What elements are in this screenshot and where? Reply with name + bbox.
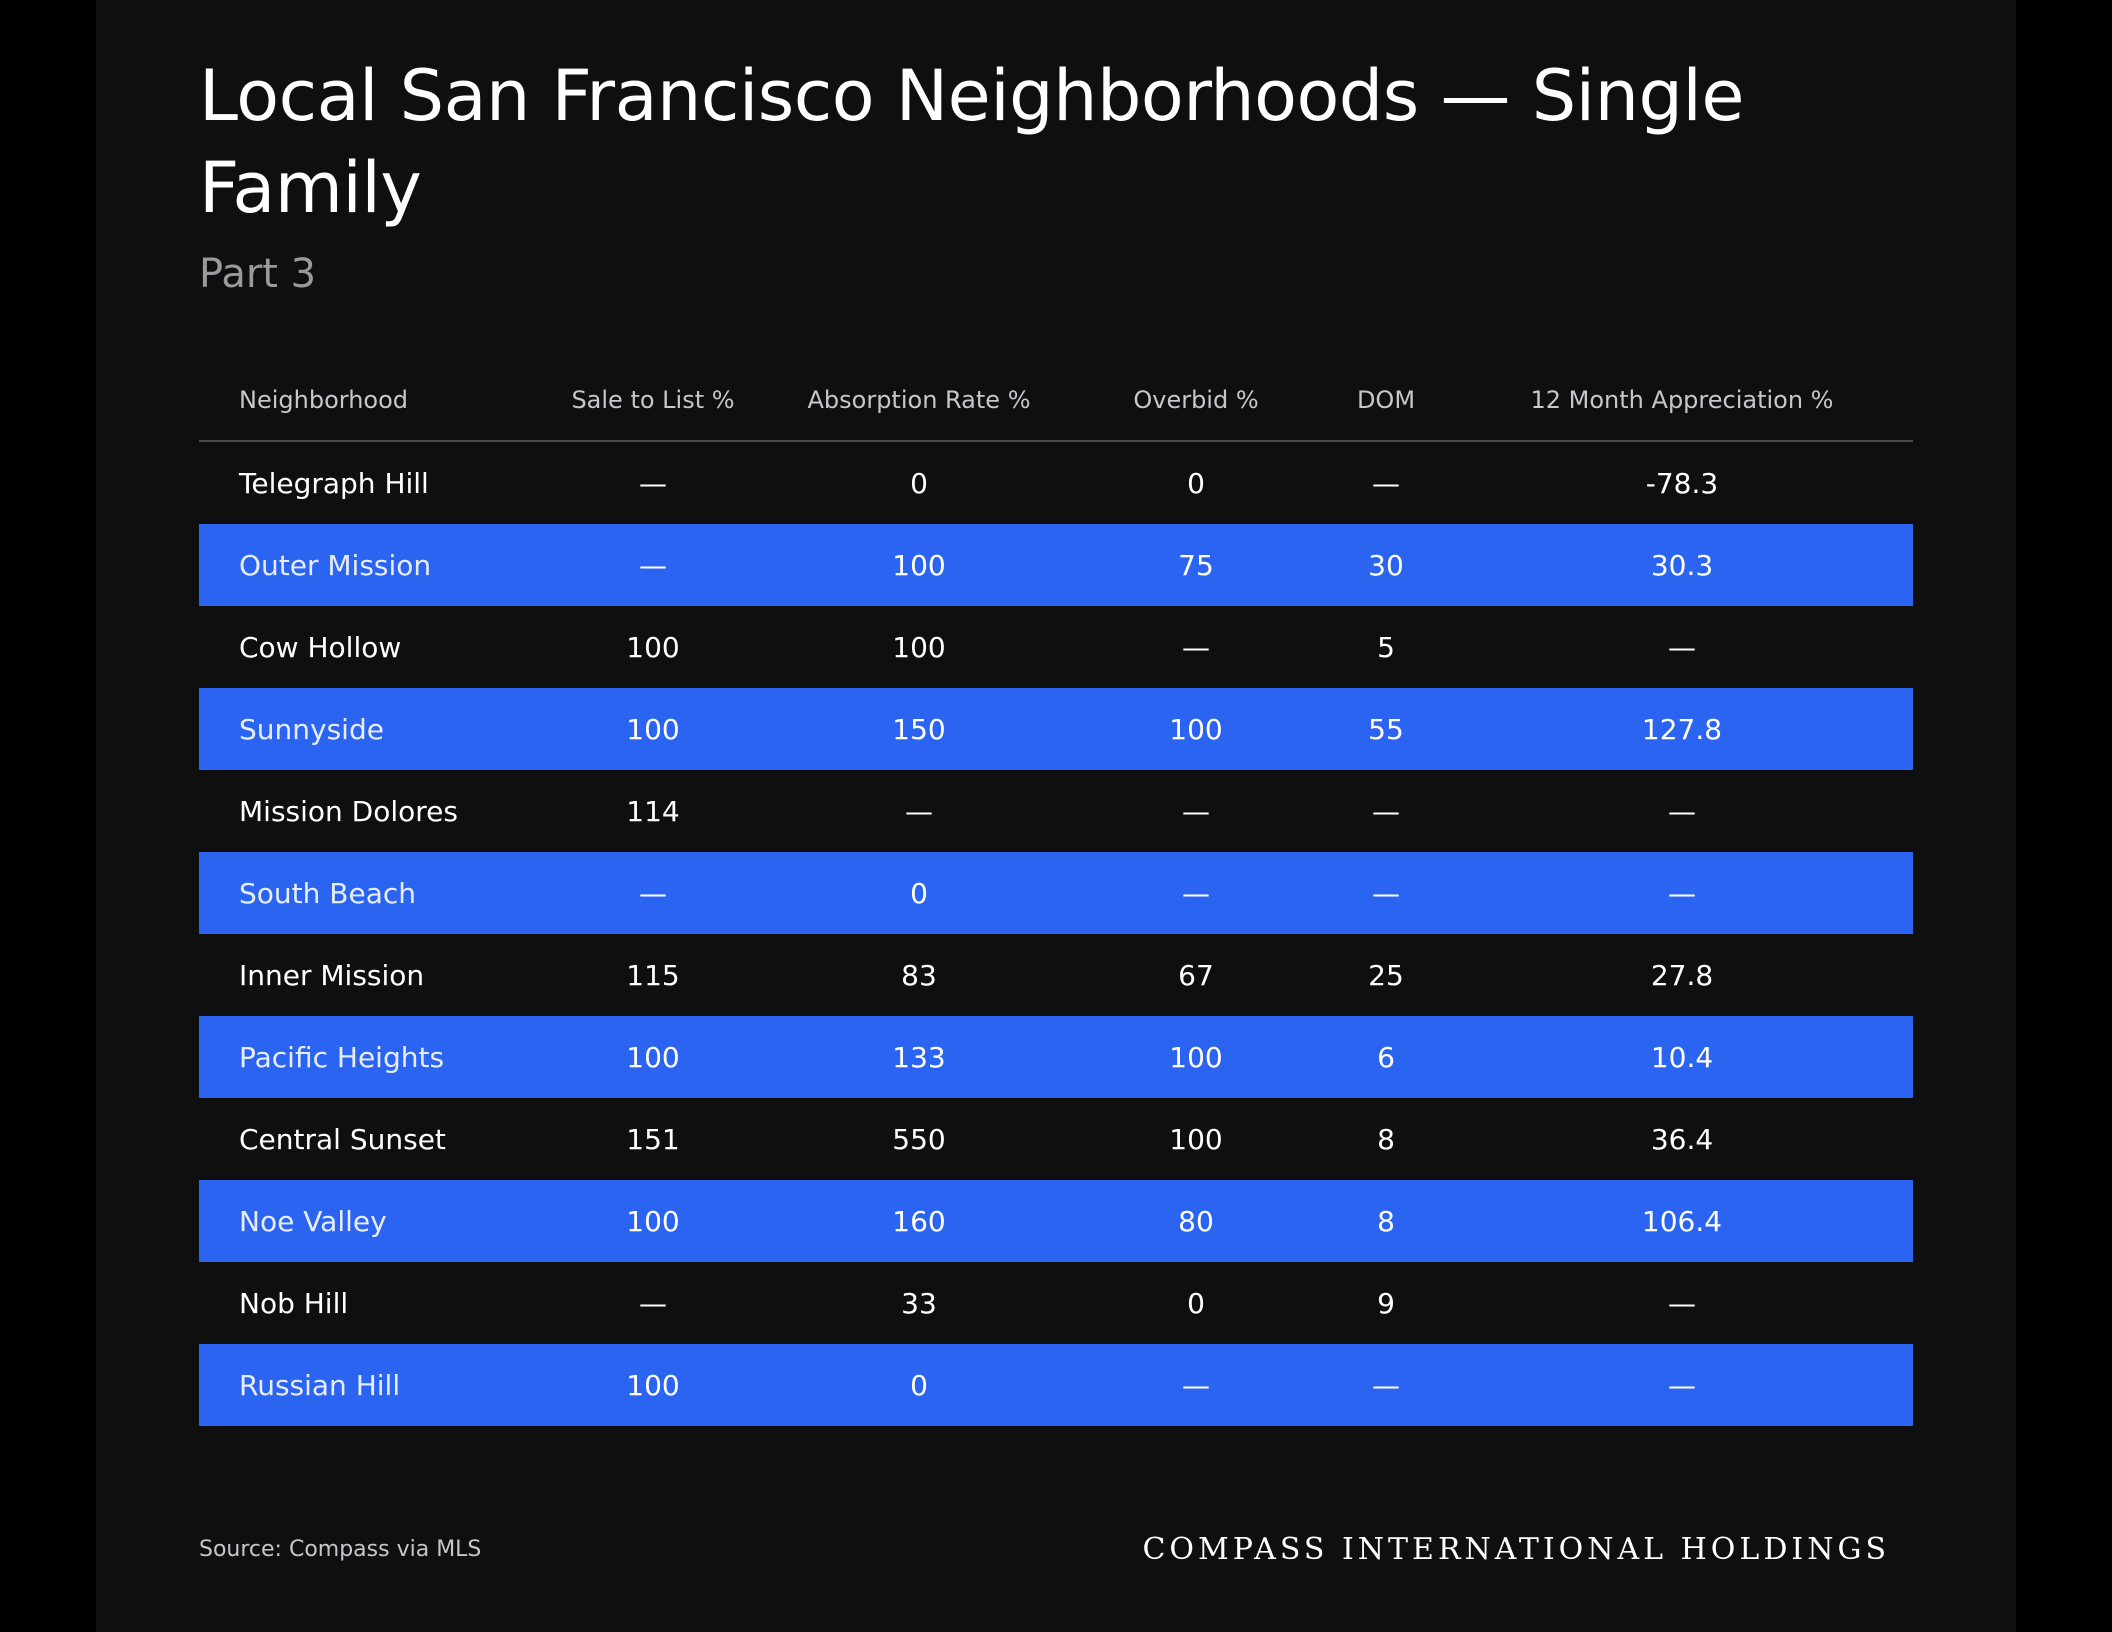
table-row: Sunnyside 100 150 100 55 127.8 <box>199 688 1913 770</box>
cell-dom: 8 <box>1377 1122 1395 1156</box>
cell-overbid: — <box>1071 1344 1321 1426</box>
cell-overbid: 0 <box>1187 466 1205 500</box>
page-title: Local San Francisco Neighborhoods — Sing… <box>199 55 1744 229</box>
cell-absorption-rate: 0 <box>910 466 928 500</box>
cell-sale-to-list: 100 <box>539 688 767 770</box>
cell-dom: 8 <box>1321 1180 1451 1262</box>
cell-absorption-rate: — <box>905 794 933 828</box>
cell-overbid: — <box>1071 852 1321 934</box>
table-row: Cow Hollow 100 100 — 5 — <box>199 606 1913 688</box>
cell-sale-to-list: — <box>539 524 767 606</box>
cell-dom: 9 <box>1377 1286 1395 1320</box>
cell-absorption-rate: 550 <box>892 1122 946 1156</box>
cell-absorption-rate: 160 <box>767 1180 1071 1262</box>
cell-neighborhood: Russian Hill <box>199 1344 539 1426</box>
table-row: Central Sunset 151 550 100 8 36.4 <box>199 1098 1913 1180</box>
cell-neighborhood: Inner Mission <box>239 958 425 992</box>
column-header-appreciation: 12 Month Appreciation % <box>1451 360 1913 442</box>
cell-absorption-rate: 83 <box>901 958 937 992</box>
cell-dom: 30 <box>1321 524 1451 606</box>
cell-appreciation: 127.8 <box>1451 688 1913 770</box>
cell-appreciation: — <box>1668 1286 1696 1320</box>
cell-neighborhood: Pacific Heights <box>199 1016 539 1098</box>
cell-neighborhood: Outer Mission <box>199 524 539 606</box>
cell-appreciation: 106.4 <box>1451 1180 1913 1262</box>
cell-sale-to-list: — <box>639 466 667 500</box>
cell-absorption-rate: 0 <box>767 1344 1071 1426</box>
table-row: Mission Dolores 114 — — — — <box>199 770 1913 852</box>
column-header-overbid: Overbid % <box>1071 360 1321 442</box>
cell-appreciation: 27.8 <box>1650 958 1714 992</box>
slide: Local San Francisco Neighborhoods — Sing… <box>96 0 2016 1632</box>
table-header-row: Neighborhood Sale to List % Absorption R… <box>199 360 1913 442</box>
cell-neighborhood: Nob Hill <box>239 1286 349 1320</box>
cell-sale-to-list: 100 <box>539 1180 767 1262</box>
cell-overbid: 100 <box>1071 1016 1321 1098</box>
cell-appreciation: -78.3 <box>1645 466 1719 500</box>
cell-neighborhood: Noe Valley <box>199 1180 539 1262</box>
cell-dom: — <box>1321 852 1451 934</box>
cell-dom: 55 <box>1321 688 1451 770</box>
cell-sale-to-list: — <box>639 1286 667 1320</box>
cell-sale-to-list: 151 <box>626 1122 680 1156</box>
neighborhood-table: Neighborhood Sale to List % Absorption R… <box>199 360 1913 1426</box>
cell-appreciation: — <box>1668 630 1696 664</box>
cell-appreciation: — <box>1451 852 1913 934</box>
table-row: South Beach — 0 — — — <box>199 852 1913 934</box>
cell-overbid: 100 <box>1169 1122 1223 1156</box>
cell-neighborhood: Mission Dolores <box>239 794 458 828</box>
table-row: Inner Mission 115 83 67 25 27.8 <box>199 934 1913 1016</box>
table-row: Russian Hill 100 0 — — — <box>199 1344 1913 1426</box>
column-header-dom: DOM <box>1321 360 1451 442</box>
table-row: Outer Mission — 100 75 30 30.3 <box>199 524 1913 606</box>
cell-absorption-rate: 33 <box>901 1286 937 1320</box>
column-header-sale-to-list: Sale to List % <box>539 360 767 442</box>
cell-overbid: — <box>1182 794 1210 828</box>
cell-sale-to-list: — <box>539 852 767 934</box>
cell-neighborhood: Sunnyside <box>199 688 539 770</box>
brand-logo: COMPASS INTERNATIONAL HOLDINGS <box>1142 1532 1890 1567</box>
cell-dom: — <box>1321 1344 1451 1426</box>
cell-dom: 5 <box>1377 630 1395 664</box>
cell-overbid: — <box>1182 630 1210 664</box>
cell-dom: — <box>1372 794 1400 828</box>
cell-sale-to-list: 100 <box>539 1344 767 1426</box>
cell-sale-to-list: 114 <box>626 794 680 828</box>
table-row: Pacific Heights 100 133 100 6 10.4 <box>199 1016 1913 1098</box>
cell-overbid: 0 <box>1187 1286 1205 1320</box>
cell-neighborhood: Cow Hollow <box>239 630 402 664</box>
cell-overbid: 75 <box>1071 524 1321 606</box>
table-row: Telegraph Hill — 0 0 — -78.3 <box>199 441 1913 524</box>
cell-dom: 25 <box>1368 958 1404 992</box>
cell-absorption-rate: 100 <box>892 630 946 664</box>
column-header-neighborhood: Neighborhood <box>199 360 539 442</box>
table-row: Nob Hill — 33 0 9 — <box>199 1262 1913 1344</box>
cell-sale-to-list: 100 <box>539 1016 767 1098</box>
table-row: Noe Valley 100 160 80 8 106.4 <box>199 1180 1913 1262</box>
cell-dom: 6 <box>1321 1016 1451 1098</box>
cell-absorption-rate: 150 <box>767 688 1071 770</box>
cell-appreciation: — <box>1668 794 1696 828</box>
cell-appreciation: 30.3 <box>1451 524 1913 606</box>
cell-overbid: 80 <box>1071 1180 1321 1262</box>
cell-sale-to-list: 100 <box>626 630 680 664</box>
cell-sale-to-list: 115 <box>626 958 680 992</box>
source-note: Source: Compass via MLS <box>199 1537 482 1562</box>
cell-appreciation: — <box>1451 1344 1913 1426</box>
cell-absorption-rate: 133 <box>767 1016 1071 1098</box>
cell-dom: — <box>1372 466 1400 500</box>
cell-overbid: 100 <box>1071 688 1321 770</box>
cell-overbid: 67 <box>1178 958 1214 992</box>
cell-neighborhood: Telegraph Hill <box>239 466 429 500</box>
cell-appreciation: 36.4 <box>1650 1122 1714 1156</box>
cell-neighborhood: South Beach <box>199 852 539 934</box>
cell-absorption-rate: 0 <box>767 852 1071 934</box>
cell-absorption-rate: 100 <box>767 524 1071 606</box>
cell-appreciation: 10.4 <box>1451 1016 1913 1098</box>
cell-neighborhood: Central Sunset <box>239 1122 446 1156</box>
page-subtitle: Part 3 <box>199 251 317 297</box>
column-header-absorption-rate: Absorption Rate % <box>767 360 1071 442</box>
